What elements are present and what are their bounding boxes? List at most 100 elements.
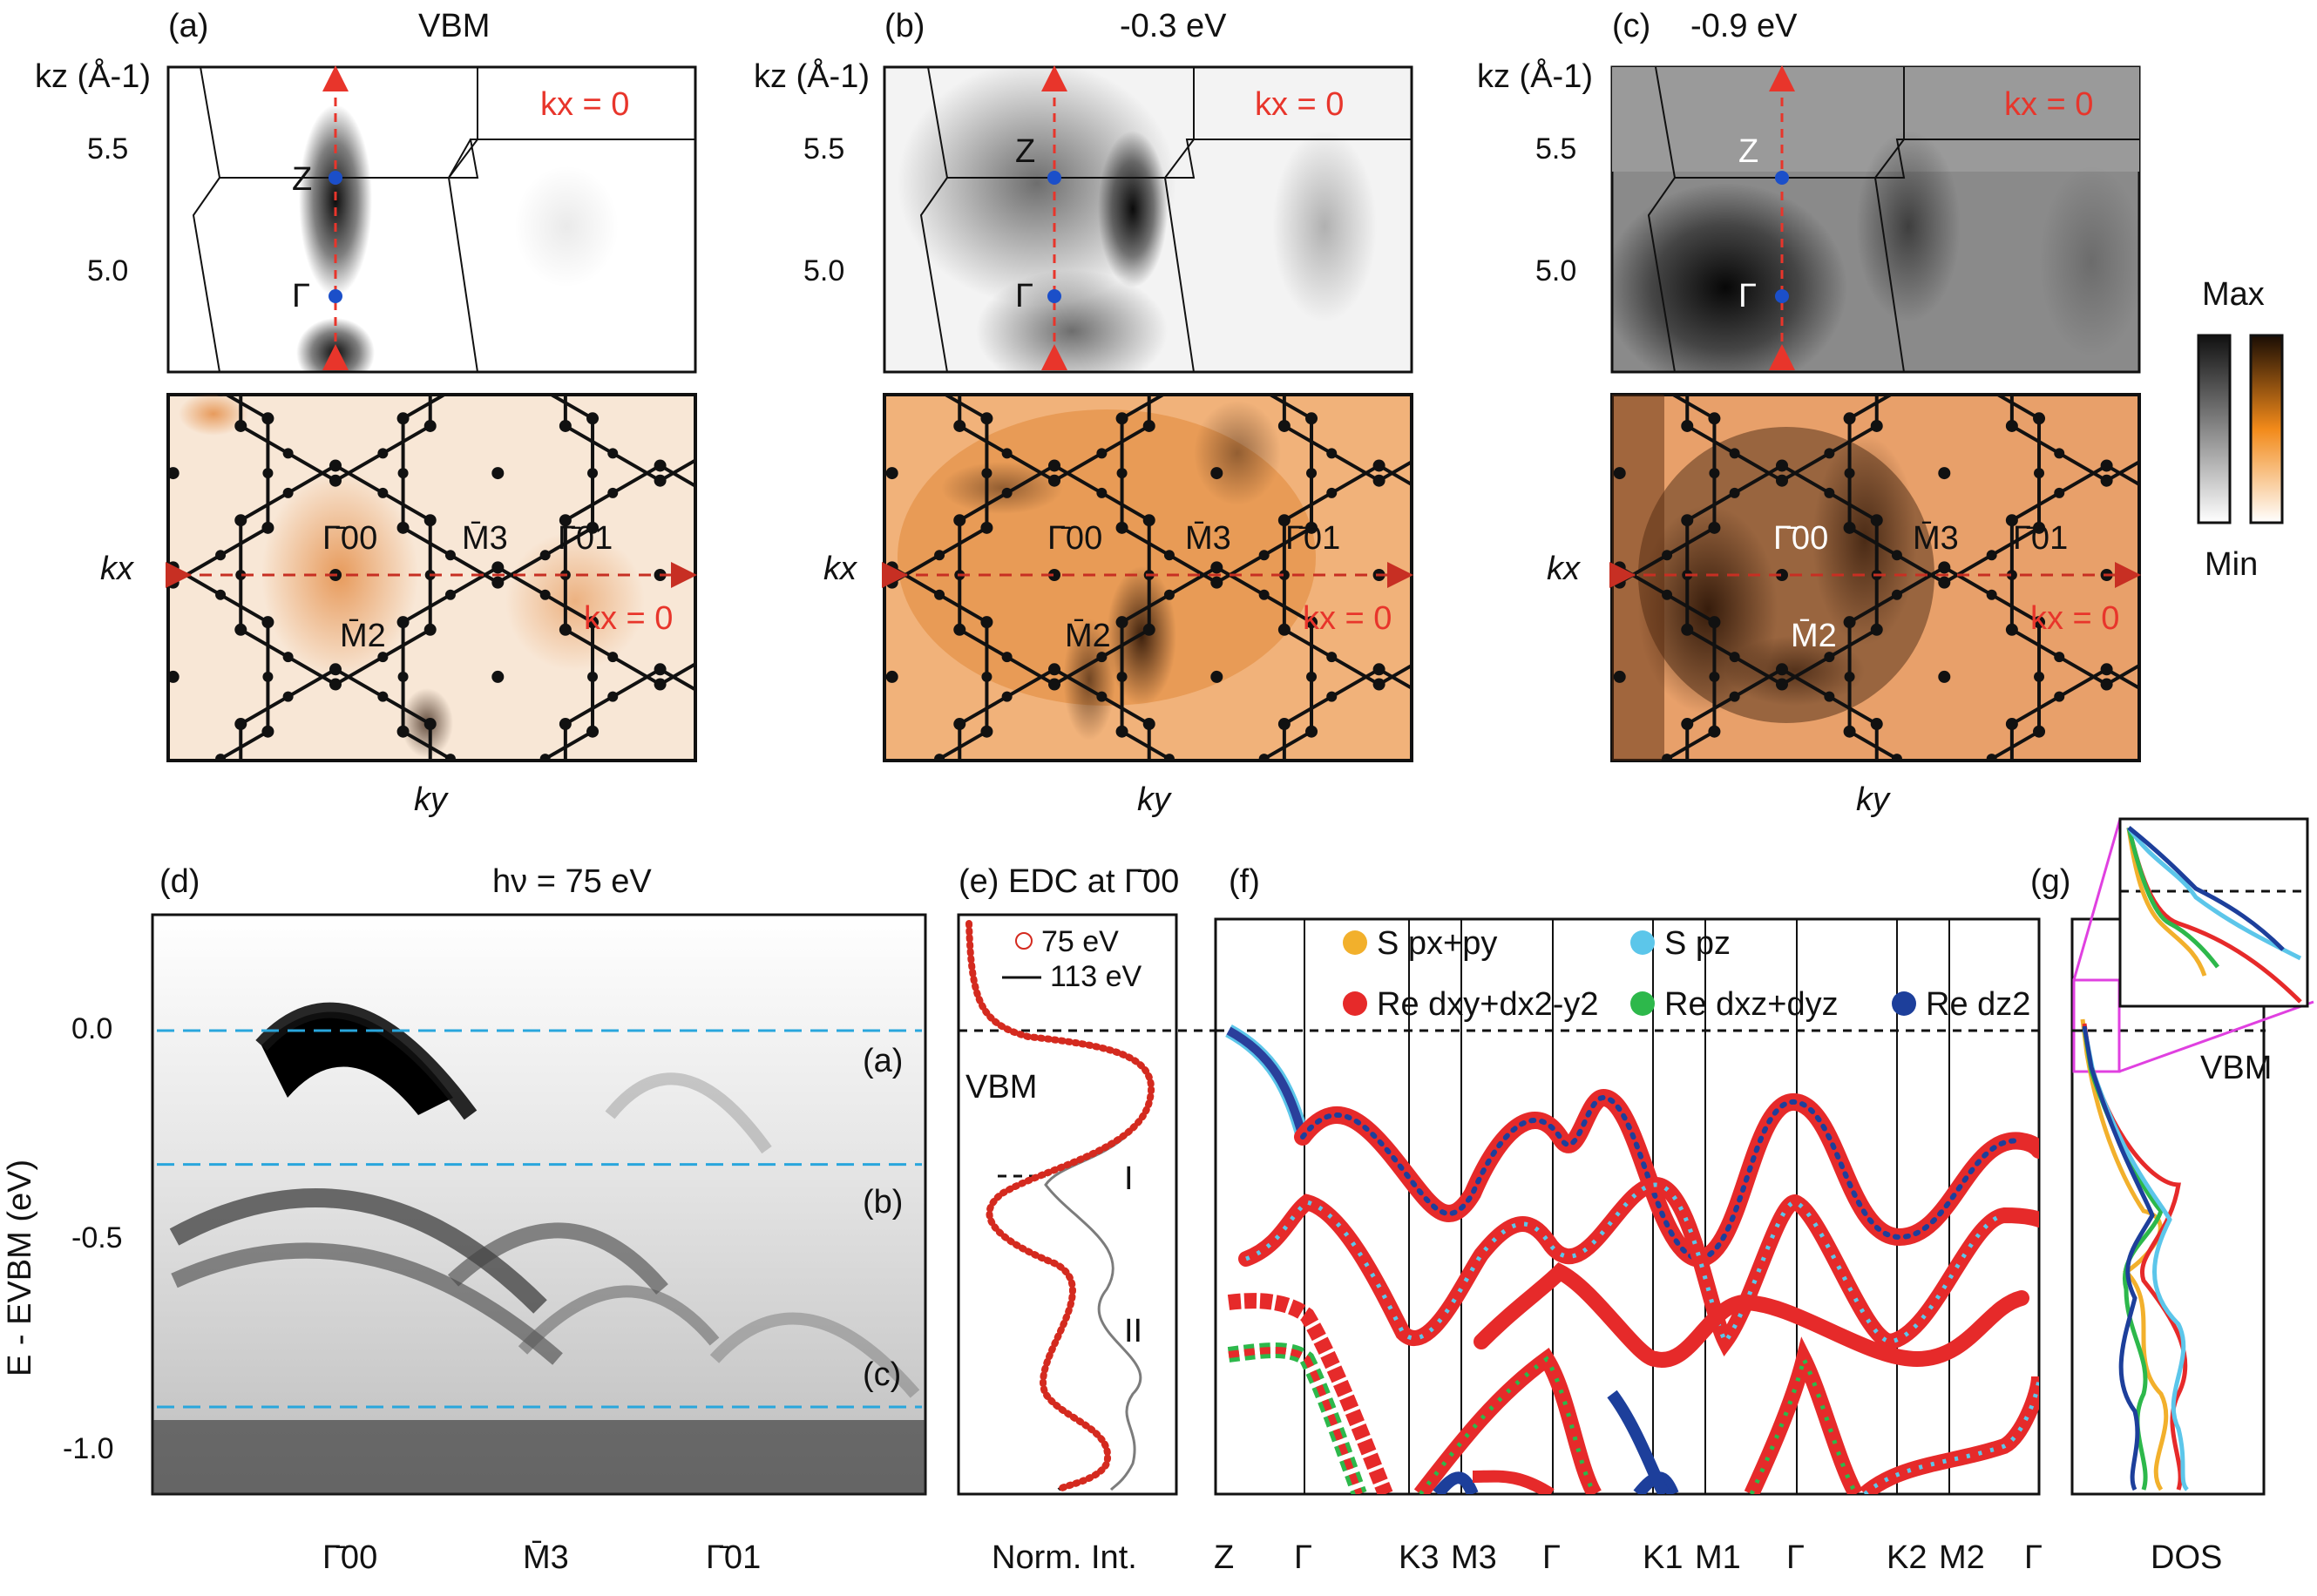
bz-vertex xyxy=(885,561,898,574)
bz-center xyxy=(4,977,17,989)
bz-vertex xyxy=(1546,216,1558,228)
bz-center xyxy=(885,670,898,683)
bz-center xyxy=(4,773,17,785)
bz-vertex xyxy=(234,623,247,636)
bz-vertex xyxy=(1519,726,1531,738)
bz-edge-midpoint xyxy=(398,876,409,886)
bz-vertex xyxy=(1613,561,1626,574)
bz-vertex xyxy=(1305,412,1318,425)
bz-vertex xyxy=(2005,718,2018,731)
bz-vertex xyxy=(791,208,803,220)
bz-edge-midpoint xyxy=(215,794,226,804)
bz-center xyxy=(1451,569,1463,581)
bz-edge-midpoint xyxy=(1421,80,1432,91)
bz-hexagon xyxy=(0,669,105,888)
bz-vertex xyxy=(1870,419,1883,432)
bz-edge-midpoint xyxy=(839,182,850,193)
bz-vertex xyxy=(1519,114,1531,126)
bz-edge-midpoint xyxy=(1729,652,1740,663)
bz-edge-midpoint xyxy=(1891,754,1902,761)
bz-edge-midpoint xyxy=(1662,794,1672,804)
bz-edge-midpoint xyxy=(702,80,713,91)
bz-vertex xyxy=(818,718,830,730)
bz-vertex xyxy=(1048,459,1060,472)
bz-edge-midpoint xyxy=(397,468,409,479)
bz-vertex xyxy=(1048,678,1060,691)
bz-center xyxy=(654,773,667,785)
bz-edge-midpoint xyxy=(702,448,713,458)
kz-tick-c-50: 5.0 xyxy=(1535,254,1576,287)
bz-vertex xyxy=(1116,820,1128,832)
bz-edge-midpoint xyxy=(1116,671,1128,682)
bz-vertex xyxy=(886,765,898,777)
bz-edge-midpoint xyxy=(1824,652,1835,663)
hs-labels-row2: Γ̄00 Γ̄01 M̄3 M̄2 Γ̄00 Γ̄01 M̄3 M̄2 Γ̄00… xyxy=(322,520,2068,654)
bz-vertex xyxy=(1938,373,1950,385)
kz-tick-a-55: 5.5 xyxy=(87,132,128,166)
kxky-axis-labels: kx kx kx ky ky ky xyxy=(100,551,1891,818)
bz-vertex xyxy=(654,663,667,676)
bz-vertex xyxy=(2100,474,2113,487)
bz-vertex xyxy=(885,576,898,589)
bz-vertex xyxy=(980,725,993,738)
bz-edge-midpoint xyxy=(1163,550,1175,561)
bz-edge-midpoint xyxy=(541,395,550,396)
bz-edge-midpoint xyxy=(1500,895,1510,905)
bz-edge-midpoint xyxy=(377,855,388,866)
bz-vertex xyxy=(1681,419,1694,432)
bz-vertex xyxy=(329,474,342,487)
bz-vertex xyxy=(2195,216,2207,228)
bz-edge-midpoint xyxy=(749,366,760,376)
bz-vertex xyxy=(1451,882,1463,894)
bz-edge-midpoint xyxy=(1421,855,1432,866)
bz-vertex xyxy=(99,1126,112,1138)
bz-edge-midpoint xyxy=(839,386,850,396)
m3-b: M̄3 xyxy=(1185,520,1231,557)
bz-edge-midpoint xyxy=(73,1282,84,1293)
bz-edge-midpoint xyxy=(1567,590,1577,600)
bz-edge-midpoint xyxy=(702,895,713,905)
bz-vertex xyxy=(1467,12,1480,24)
bz-vertex xyxy=(491,780,504,792)
bz-edge-midpoint xyxy=(607,487,619,498)
bz-vertex xyxy=(749,216,761,228)
bz-vertex xyxy=(886,780,898,792)
bz-vertex xyxy=(261,412,274,425)
legend-113ev: 113 eV xyxy=(1050,960,1142,993)
bz-edge-midpoint xyxy=(677,855,688,866)
bz-center xyxy=(4,161,17,173)
bz-edge-midpoint xyxy=(2007,774,2017,784)
bz-center xyxy=(168,467,180,480)
bz-edge-midpoint xyxy=(444,589,456,600)
cut-label-b: (b) xyxy=(863,1184,903,1221)
bz-vertex xyxy=(1278,12,1291,24)
dos-xlabel: DOS xyxy=(2151,1539,2222,1576)
bz-vertex xyxy=(1048,663,1060,676)
ytick-0: 0.0 xyxy=(71,1012,112,1045)
bz-vertex xyxy=(749,718,761,730)
bz-edge-midpoint xyxy=(53,245,64,255)
bz-vertex xyxy=(1451,256,1463,268)
bz-vertex xyxy=(72,930,85,942)
bz-edge-midpoint xyxy=(772,692,782,702)
kz-label-c: kz (Å-1) xyxy=(1477,57,1593,95)
bz-vertex xyxy=(1451,52,1463,64)
bz-edge-midpoint xyxy=(630,774,640,784)
bz-edge-midpoint xyxy=(1096,41,1107,51)
kpath-label: Γ xyxy=(1294,1539,1312,1576)
panel-d-arpes: (d) hν = 75 eV (a) (b) (c) 0.0 -0.5 -1.0… xyxy=(2,863,927,1576)
bz-edge-midpoint xyxy=(397,671,409,682)
bz-vertex xyxy=(749,624,761,636)
bz-vertex xyxy=(1451,67,1463,79)
bz-edge-midpoint xyxy=(1520,672,1530,682)
bz-edge-midpoint xyxy=(934,1161,945,1172)
bz-vertex xyxy=(586,616,600,629)
bz-edge-midpoint xyxy=(1001,691,1013,702)
legend-75ev: 75 eV xyxy=(1041,925,1119,958)
bz-edge-midpoint xyxy=(1729,448,1740,459)
bz-vertex xyxy=(1305,616,1318,629)
kpath-label: K1 xyxy=(1643,1539,1683,1576)
panel-e-title: (e) EDC at Γ̄00 xyxy=(959,863,1179,900)
bz-edge-midpoint xyxy=(1547,774,1557,784)
bz-vertex xyxy=(2006,12,2018,24)
